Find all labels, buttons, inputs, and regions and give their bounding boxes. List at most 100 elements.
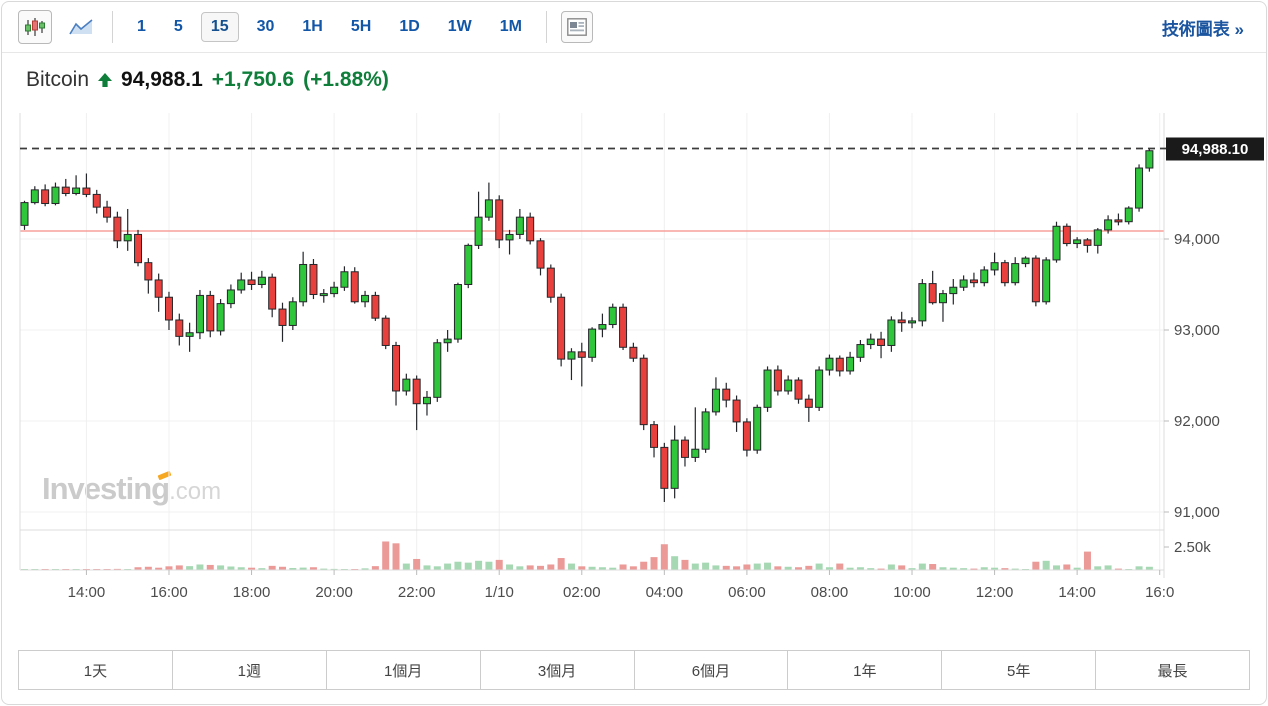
volume-bar — [506, 564, 514, 570]
candle — [567, 348, 576, 381]
volume-bar — [671, 556, 679, 570]
range-button-5[interactable]: 1年 — [787, 651, 942, 689]
range-button-3[interactable]: 3個月 — [479, 651, 634, 689]
volume-bar — [402, 563, 410, 570]
volume-bar — [939, 567, 947, 570]
candlestick-chart-button[interactable] — [18, 10, 52, 44]
interval-button-5[interactable]: 5 — [164, 12, 193, 42]
volume-bar — [248, 567, 256, 570]
interval-button-1h[interactable]: 1H — [292, 12, 332, 42]
candle — [144, 258, 153, 294]
candle — [846, 351, 855, 375]
candlestick-chart-icon — [25, 18, 45, 36]
range-button-4[interactable]: 6個月 — [633, 651, 788, 689]
candle-body — [629, 346, 638, 359]
candle — [1073, 237, 1082, 249]
volume-bar — [691, 563, 699, 570]
candle — [464, 243, 473, 289]
volume-bar — [1094, 566, 1102, 570]
candle — [959, 275, 968, 291]
candle — [897, 311, 906, 332]
candle-body — [711, 388, 720, 413]
candle-body — [113, 216, 122, 242]
volume-bar — [268, 565, 276, 570]
volume-bar — [856, 567, 864, 570]
candle-body — [123, 233, 132, 242]
candle-body — [268, 276, 277, 310]
price-tick-label: 94,000 — [1174, 231, 1220, 248]
candle-body — [732, 399, 741, 423]
candlestick-chart[interactable]: 94,000 93,000 92,000 91,000 2.50k 14:00 16:00 1… — [2, 107, 1266, 607]
candle — [41, 184, 50, 207]
candle-body — [361, 294, 370, 303]
range-button-2[interactable]: 1個月 — [325, 651, 480, 689]
news-icon — [567, 18, 587, 36]
candle — [1124, 206, 1133, 225]
interval-button-1w[interactable]: 1W — [438, 12, 482, 42]
candle — [484, 182, 493, 221]
news-button[interactable] — [561, 11, 593, 43]
area-chart-button[interactable] — [64, 10, 98, 44]
volume-bar — [537, 565, 544, 570]
candle-body — [1011, 263, 1020, 284]
candle — [402, 373, 411, 396]
candle-body — [1000, 262, 1009, 284]
interval-button-15[interactable]: 15 — [200, 12, 239, 42]
candle — [92, 189, 101, 214]
volume-bar — [227, 566, 235, 570]
technical-chart-link[interactable]: 技術圖表 » — [1161, 19, 1244, 39]
volume-bar — [805, 565, 813, 570]
candle-body — [784, 379, 793, 392]
candle-body — [546, 267, 555, 298]
range-button-7[interactable]: 最長 — [1095, 651, 1249, 689]
candle — [908, 317, 917, 329]
candle — [422, 390, 431, 416]
candle-body — [340, 271, 349, 288]
range-button-6[interactable]: 5年 — [941, 651, 1096, 689]
up-arrow-icon — [98, 72, 113, 87]
candle — [722, 382, 731, 408]
volume-bar — [454, 561, 462, 570]
candle-body — [474, 216, 483, 246]
candle-body — [51, 186, 60, 205]
volume-bar — [475, 560, 483, 570]
candle-body — [515, 216, 524, 235]
volume-bar — [206, 564, 214, 570]
candle — [350, 267, 359, 304]
time-tick-label: 12:00 — [976, 584, 1014, 601]
last-price-flag-label: 94,988.10 — [1182, 141, 1249, 158]
volume-bar — [980, 567, 988, 570]
volume-bar — [1145, 566, 1153, 570]
interval-button-1[interactable]: 1 — [127, 12, 156, 42]
candle — [670, 425, 679, 499]
candle — [195, 289, 204, 340]
candle-body — [598, 324, 607, 330]
interval-button-1d[interactable]: 1D — [389, 12, 429, 42]
candle — [536, 238, 545, 276]
chart-area[interactable]: Investing.com 94,000 93,000 92,000 91,000 2.… — [2, 107, 1266, 607]
candle-body — [350, 271, 359, 303]
volume-bar — [1083, 551, 1091, 570]
volume-bar — [712, 565, 720, 570]
volume-bar — [640, 561, 648, 570]
interval-button-5h[interactable]: 5H — [341, 12, 381, 42]
volume-bar — [309, 567, 317, 570]
volume-bar — [629, 566, 637, 570]
volume-bar — [433, 566, 441, 570]
volume-bar — [1001, 568, 1009, 570]
candle — [1011, 257, 1020, 286]
candle-body — [175, 319, 184, 337]
candle — [237, 272, 246, 294]
time-tick-label: 14:00 — [1058, 584, 1096, 601]
range-button-1[interactable]: 1週 — [171, 651, 326, 689]
range-button-0[interactable]: 1天 — [19, 651, 172, 689]
candle-body — [990, 262, 999, 271]
interval-button-1m[interactable]: 1M — [490, 12, 532, 42]
candle-body — [722, 388, 731, 401]
interval-button-30[interactable]: 30 — [247, 12, 285, 42]
candle-body — [701, 411, 710, 450]
candle-body — [680, 439, 689, 458]
candle-body — [464, 244, 473, 285]
candle — [288, 297, 297, 330]
candle-body — [505, 233, 514, 241]
